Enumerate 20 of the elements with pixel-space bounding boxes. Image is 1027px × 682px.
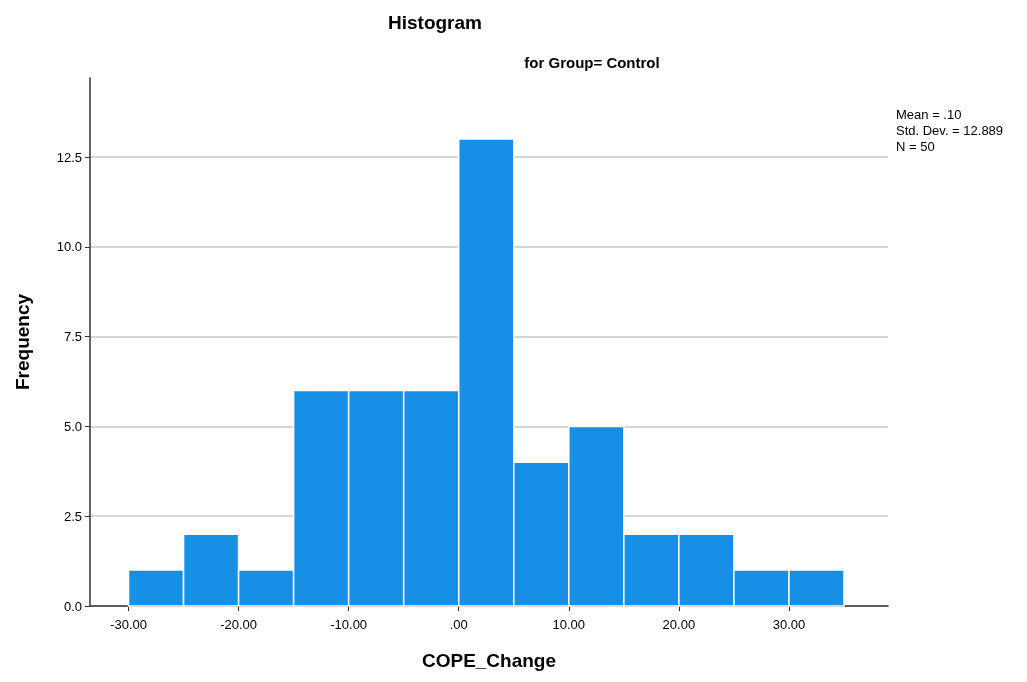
y-axis-title: Frequency [12, 293, 33, 391]
y-tick-label: 10.0 [56, 239, 82, 255]
x-tick-label: -30.00 [110, 617, 147, 632]
text: N = 50 [896, 138, 935, 154]
x-tick-label: 10.00 [552, 617, 586, 632]
x-axis-title: COPE_Change [421, 650, 557, 671]
x-tick-label: 30.00 [772, 617, 806, 632]
y-tick-label: 7.5 [63, 329, 82, 345]
y-tick-label: 5.0 [63, 418, 82, 434]
x-tick-label: -10.00 [330, 617, 368, 632]
x-tick-label: -20.00 [220, 617, 258, 632]
y-tick-label: 0.0 [63, 598, 82, 614]
chart-title: Histogram [388, 12, 482, 33]
y-tick-label: 2.5 [63, 508, 82, 524]
chart-subtitle: for Group= Control [524, 54, 660, 71]
y-tick-label: 12.5 [56, 149, 82, 165]
x-tick-label: 20.00 [662, 617, 696, 632]
text: Std. Dev. = 12.889 [896, 122, 1004, 138]
x-tick-label: .00 [449, 617, 468, 632]
text: Mean = .10 [896, 106, 962, 122]
